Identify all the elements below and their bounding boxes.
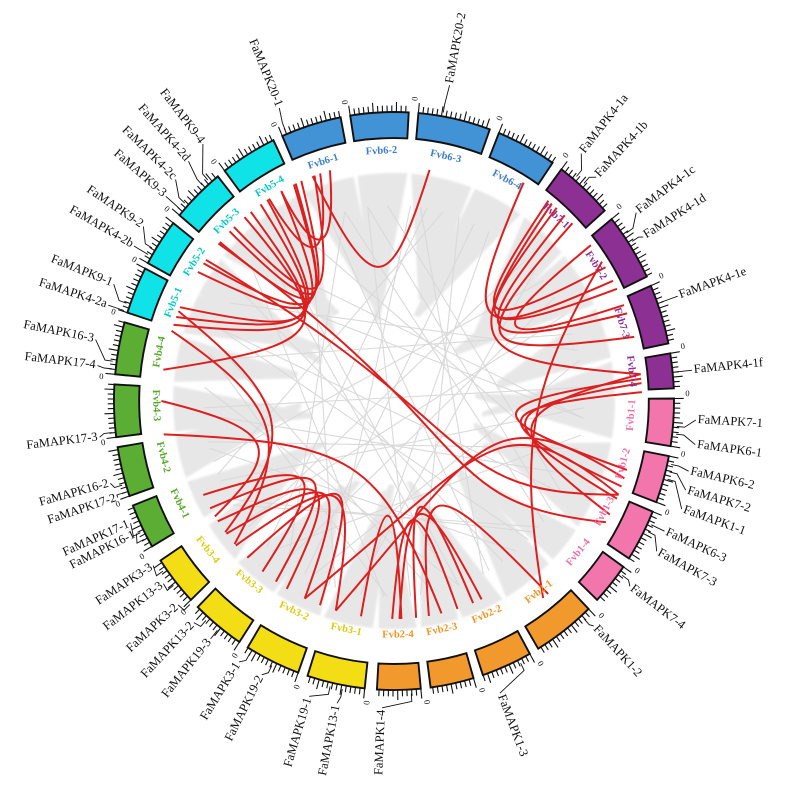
svg-text:0: 0: [229, 651, 240, 660]
svg-text:Fvb1-1: Fvb1-1: [625, 399, 638, 431]
svg-text:FaMAPK1-4: FaMAPK1-4: [371, 709, 388, 776]
svg-text:0: 0: [269, 120, 280, 128]
svg-text:Fvb4-3: Fvb4-3: [150, 389, 162, 421]
svg-text:0: 0: [614, 201, 624, 211]
svg-text:0: 0: [99, 371, 104, 381]
svg-text:0: 0: [477, 687, 488, 694]
svg-text:0: 0: [633, 565, 642, 576]
svg-text:0: 0: [560, 150, 571, 159]
svg-text:0: 0: [162, 204, 172, 214]
svg-text:FaMAPK4-1f: FaMAPK4-1f: [693, 355, 764, 376]
svg-text:0: 0: [657, 270, 665, 281]
svg-text:0: 0: [535, 659, 546, 668]
svg-text:0: 0: [361, 700, 371, 705]
svg-text:0: 0: [209, 157, 220, 166]
svg-text:0: 0: [110, 306, 117, 317]
svg-text:0: 0: [291, 683, 302, 690]
svg-text:Fvb7-4: Fvb7-4: [624, 355, 638, 388]
svg-text:Fvb2-4: Fvb2-4: [382, 629, 414, 641]
svg-text:0: 0: [494, 114, 505, 122]
svg-text:0: 0: [663, 507, 671, 518]
svg-text:Fvb6-2: Fvb6-2: [365, 145, 397, 158]
svg-text:0: 0: [597, 610, 607, 620]
svg-text:0: 0: [680, 448, 686, 459]
svg-text:0: 0: [685, 388, 689, 398]
svg-text:0: 0: [178, 607, 188, 617]
svg-text:0: 0: [409, 96, 419, 101]
svg-text:0: 0: [100, 437, 105, 447]
svg-text:FaMAPK7-1: FaMAPK7-1: [697, 412, 763, 430]
svg-text:0: 0: [340, 99, 351, 105]
svg-text:0: 0: [130, 254, 139, 265]
svg-text:0: 0: [137, 551, 146, 562]
svg-text:0: 0: [114, 498, 121, 509]
svg-text:0: 0: [422, 700, 432, 705]
svg-text:0: 0: [680, 340, 686, 351]
